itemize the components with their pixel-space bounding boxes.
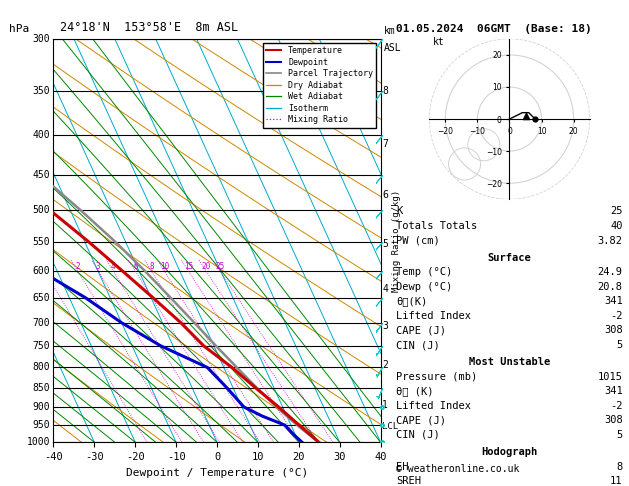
- Text: 6: 6: [382, 190, 388, 200]
- Text: -2: -2: [610, 311, 623, 321]
- Text: θᴇ(K): θᴇ(K): [396, 296, 428, 306]
- Text: 6: 6: [133, 262, 138, 271]
- Text: Temp (°C): Temp (°C): [396, 267, 452, 277]
- Text: 5: 5: [382, 240, 388, 249]
- Text: 4: 4: [382, 283, 388, 294]
- Text: 600: 600: [33, 266, 50, 276]
- Text: 5: 5: [616, 340, 623, 350]
- Text: 308: 308: [604, 326, 623, 335]
- Text: -2: -2: [610, 401, 623, 411]
- Text: 01.05.2024  06GMT  (Base: 18): 01.05.2024 06GMT (Base: 18): [396, 24, 592, 34]
- Text: 7: 7: [382, 139, 388, 149]
- Text: kt: kt: [433, 37, 444, 47]
- Legend: Temperature, Dewpoint, Parcel Trajectory, Dry Adiabat, Wet Adiabat, Isotherm, Mi: Temperature, Dewpoint, Parcel Trajectory…: [263, 43, 376, 128]
- Text: 3.82: 3.82: [598, 236, 623, 245]
- Text: CIN (J): CIN (J): [396, 340, 440, 350]
- Text: 1000: 1000: [26, 437, 50, 447]
- Text: 800: 800: [33, 363, 50, 372]
- Text: 550: 550: [33, 237, 50, 247]
- Text: 2: 2: [75, 262, 80, 271]
- Text: km: km: [384, 26, 396, 36]
- X-axis label: Dewpoint / Temperature (°C): Dewpoint / Temperature (°C): [126, 468, 308, 478]
- Text: 24.9: 24.9: [598, 267, 623, 277]
- Text: Lifted Index: Lifted Index: [396, 311, 471, 321]
- Text: 500: 500: [33, 205, 50, 215]
- Text: Mixing Ratio (g/kg): Mixing Ratio (g/kg): [392, 190, 401, 292]
- Text: 1015: 1015: [598, 372, 623, 382]
- Text: 450: 450: [33, 170, 50, 180]
- Text: EH: EH: [396, 462, 409, 471]
- Text: 8: 8: [149, 262, 154, 271]
- Text: 1: 1: [382, 400, 388, 411]
- Text: Totals Totals: Totals Totals: [396, 221, 477, 231]
- Text: 750: 750: [33, 341, 50, 351]
- Text: 308: 308: [604, 416, 623, 425]
- Text: 850: 850: [33, 383, 50, 393]
- Text: 8: 8: [382, 86, 388, 96]
- Text: 950: 950: [33, 420, 50, 430]
- Text: 300: 300: [33, 34, 50, 44]
- Text: CIN (J): CIN (J): [396, 430, 440, 440]
- Text: © weatheronline.co.uk: © weatheronline.co.uk: [396, 464, 520, 474]
- Text: 25: 25: [216, 262, 225, 271]
- Text: 10: 10: [160, 262, 169, 271]
- Text: 15: 15: [184, 262, 193, 271]
- Text: 341: 341: [604, 386, 623, 396]
- Text: hPa: hPa: [9, 24, 30, 34]
- Text: 5: 5: [616, 430, 623, 440]
- Text: 40: 40: [610, 221, 623, 231]
- Text: θᴇ (K): θᴇ (K): [396, 386, 434, 396]
- Text: 900: 900: [33, 402, 50, 412]
- Text: 350: 350: [33, 86, 50, 96]
- Text: Surface: Surface: [487, 253, 532, 262]
- Text: Lifted Index: Lifted Index: [396, 401, 471, 411]
- Text: 20: 20: [201, 262, 211, 271]
- Text: 400: 400: [33, 130, 50, 140]
- Text: Dewp (°C): Dewp (°C): [396, 282, 452, 292]
- Text: Most Unstable: Most Unstable: [469, 357, 550, 367]
- Text: 700: 700: [33, 318, 50, 328]
- Text: CAPE (J): CAPE (J): [396, 326, 446, 335]
- Text: ASL: ASL: [384, 43, 401, 53]
- Point: [520, 112, 530, 120]
- Text: SREH: SREH: [396, 476, 421, 486]
- Text: K: K: [396, 207, 403, 216]
- Text: 3: 3: [382, 321, 388, 330]
- Text: 341: 341: [604, 296, 623, 306]
- Text: 2: 2: [382, 361, 388, 370]
- Text: Hodograph: Hodograph: [481, 447, 538, 457]
- Point: [530, 115, 540, 123]
- Text: 20.8: 20.8: [598, 282, 623, 292]
- Text: PW (cm): PW (cm): [396, 236, 440, 245]
- Text: 8: 8: [616, 462, 623, 471]
- Text: LCL: LCL: [382, 422, 398, 432]
- Text: 24°18'N  153°58'E  8m ASL: 24°18'N 153°58'E 8m ASL: [60, 21, 238, 34]
- Text: 11: 11: [610, 476, 623, 486]
- Text: 4: 4: [111, 262, 116, 271]
- Text: CAPE (J): CAPE (J): [396, 416, 446, 425]
- Text: 3: 3: [96, 262, 101, 271]
- Text: 25: 25: [610, 207, 623, 216]
- Text: 650: 650: [33, 293, 50, 303]
- Text: Pressure (mb): Pressure (mb): [396, 372, 477, 382]
